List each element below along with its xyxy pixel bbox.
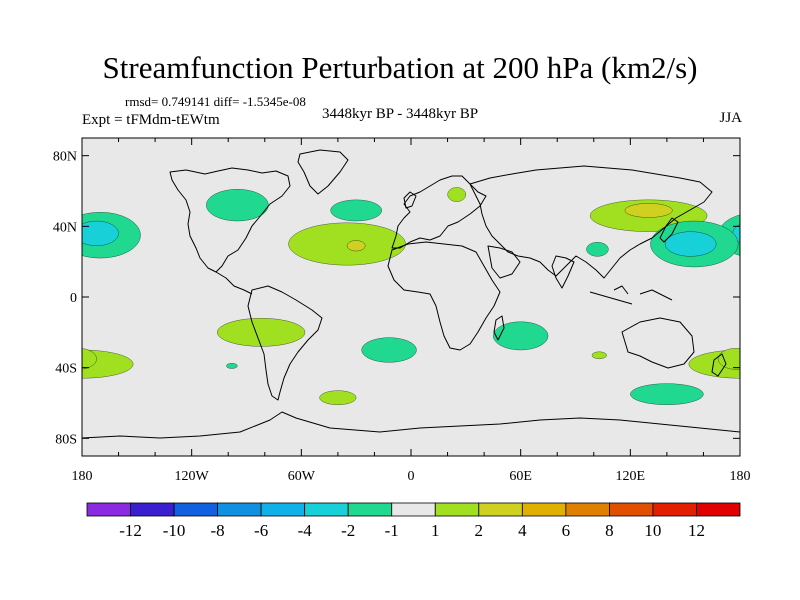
colorbar-label: -4 (298, 521, 313, 540)
plot-background (82, 138, 740, 456)
colorbar-swatch (260, 502, 306, 517)
chart-title: Streamfunction Perturbation at 200 hPa (… (102, 50, 698, 85)
colorbar-label: -12 (119, 521, 142, 540)
contour-region (586, 242, 609, 257)
coast-new-zealand (711, 353, 727, 377)
coast-india (551, 255, 575, 289)
x-tick-label: 60E (509, 469, 532, 484)
colorbar-swatch (86, 502, 131, 517)
y-tick-label: 40N (53, 220, 77, 235)
colorbar-label: 4 (518, 521, 527, 540)
colorbar-label: 6 (562, 521, 571, 540)
coast-antarctica (82, 411, 740, 439)
contour-region (346, 240, 366, 252)
coast-arabia (487, 245, 521, 279)
colorbar-label: -1 (385, 521, 399, 540)
coast-uk (403, 191, 417, 209)
y-tick-label: 80N (53, 150, 77, 165)
coast-asia (469, 165, 713, 279)
coast-japan (659, 217, 679, 243)
colorbar-swatch (217, 502, 262, 517)
rmsd-diff-stats: rmsd= 0.749141 diff= -1.5345e-08 (125, 94, 306, 109)
colorbar-swatch (652, 502, 697, 517)
axis-layer: 180 120W 60W 0 60E 120E 180 80N 40N 0 40S 80S (53, 138, 751, 484)
contour-region (664, 231, 717, 257)
colorbar-label: 2 (475, 521, 484, 540)
colorbar-label: 8 (605, 521, 614, 540)
contour-region (330, 199, 382, 222)
coast-greenland (297, 149, 349, 195)
colorbar-swatch (173, 502, 218, 517)
contour-region (206, 189, 269, 222)
colorbar-swatch (696, 502, 741, 517)
coastlines (82, 149, 740, 439)
x-tick-label: 120W (175, 469, 210, 484)
x-tick-label: 180 (730, 469, 751, 484)
colorbar-swatch (478, 502, 523, 517)
colorbar-label: 1 (431, 521, 440, 540)
colorbar-label: -8 (211, 521, 225, 540)
colorbar-swatch (434, 502, 480, 517)
colorbar-swatch (521, 502, 567, 517)
coast-indonesia (589, 285, 673, 305)
colorbar-swatch (304, 502, 349, 517)
colorbar-swatch (391, 502, 436, 517)
period-label: 3448kyr BP - 3448kyr BP (322, 106, 479, 122)
colorbar-label: 12 (688, 521, 705, 540)
colorbar-label: -10 (163, 521, 186, 540)
y-tick-label: 80S (55, 432, 77, 447)
contour-region (82, 348, 97, 370)
contour-region (447, 187, 466, 202)
x-tick-label: 120E (616, 469, 646, 484)
coast-central-america (215, 271, 253, 295)
contour-region (82, 220, 119, 246)
y-tick-label: 40S (55, 362, 77, 377)
x-tick-label: 180 (72, 469, 93, 484)
coast-south-america (247, 285, 323, 401)
season-label: JJA (719, 110, 742, 126)
contour-region (624, 203, 673, 218)
colorbar-label: -2 (341, 521, 355, 540)
coast-australia (621, 317, 695, 369)
coast-north-america (169, 167, 291, 273)
contour-region (226, 363, 238, 369)
contour-region (288, 222, 406, 266)
coast-africa (387, 241, 501, 351)
coast-madagascar (493, 315, 505, 341)
contour-region (591, 351, 607, 359)
y-tick-label: 0 (70, 291, 77, 306)
contour-region (319, 390, 357, 405)
colorbar-label: 10 (644, 521, 661, 540)
x-tick-label: 0 (408, 469, 415, 484)
contour-region (493, 321, 549, 351)
contour-region (732, 224, 740, 243)
colorbar-swatch (347, 502, 393, 517)
contour-region (630, 383, 704, 405)
contour-region (717, 348, 740, 370)
colorbar-swatch (565, 502, 610, 517)
colorbar-swatch (130, 502, 175, 517)
experiment-label: Expt = tFMdm-tEWtm (82, 112, 220, 128)
colorbar-label: -6 (254, 521, 268, 540)
contour-region (217, 318, 306, 347)
contour-region (361, 337, 417, 363)
x-tick-label: 60W (288, 469, 316, 484)
colorbar: -12 -10 -8 -6 -4 -2 -1 1 2 4 6 8 10 12 (86, 502, 741, 540)
colorbar-swatch (609, 502, 654, 517)
contour-layer (82, 187, 740, 405)
